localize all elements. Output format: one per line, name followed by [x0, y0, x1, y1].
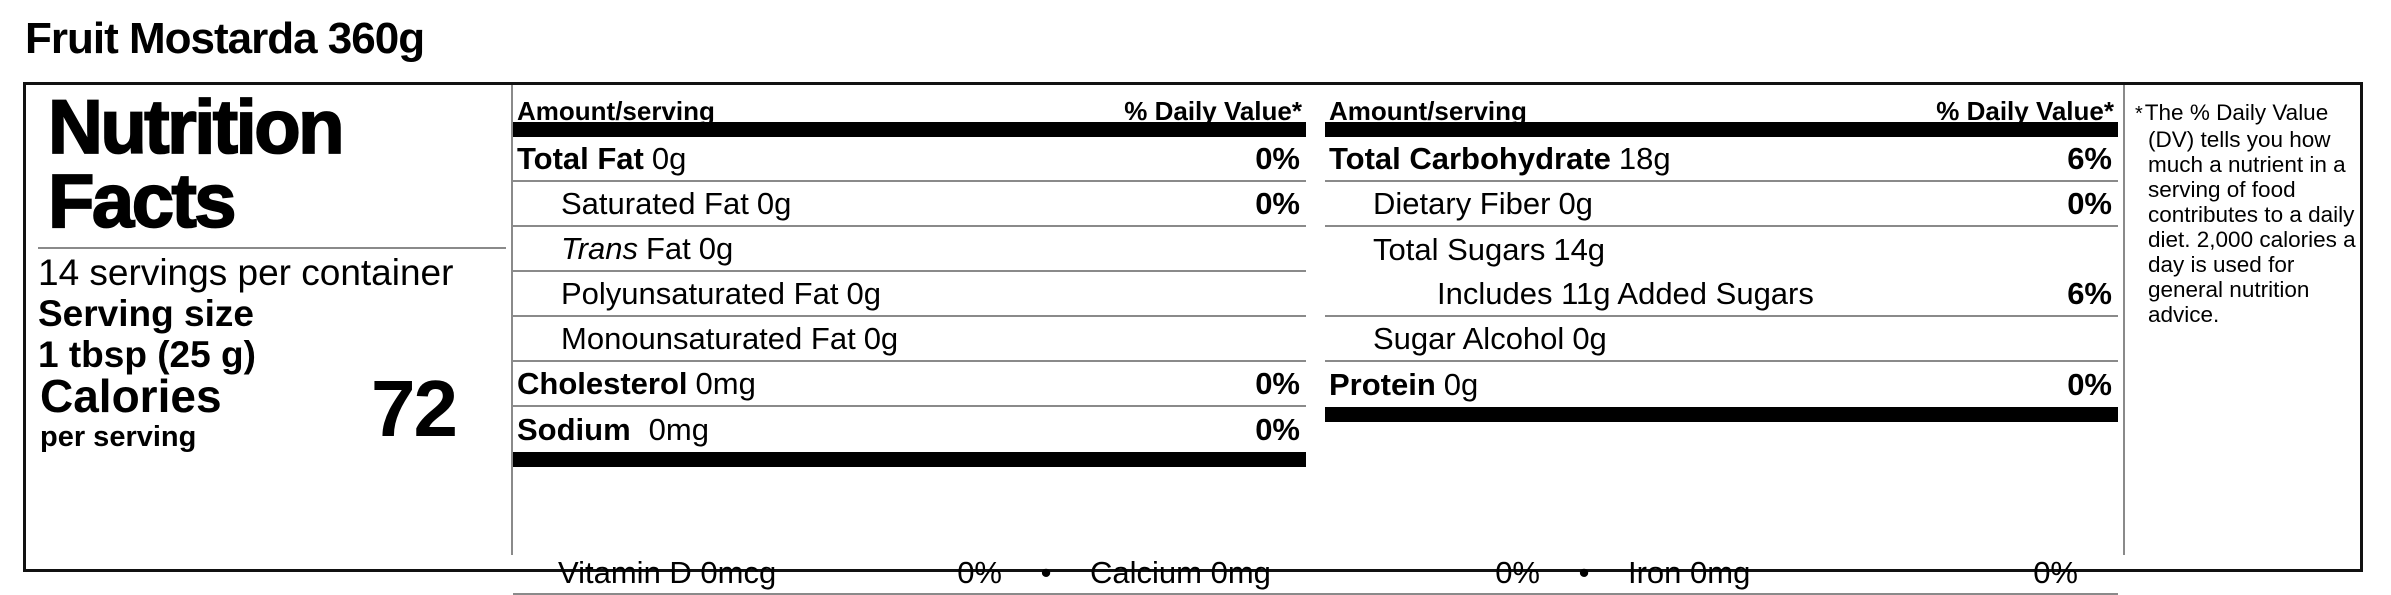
calories-subtext: per serving — [40, 421, 197, 453]
heading-line-1: Nutrition — [47, 85, 345, 170]
nutrient-amount: 0g — [1572, 320, 1607, 356]
row-total-sugars: Total Sugars 14g — [1325, 227, 2118, 272]
header-daily-value: % Daily Value* — [1124, 96, 1302, 126]
micronutrient-dv: 0% — [2033, 555, 2078, 590]
row-trans-fat: Trans Fat 0g — [513, 227, 1306, 272]
calories-row: Calories per serving 72 — [40, 364, 458, 453]
nutrient-amount: 0g — [756, 185, 792, 221]
left-panel-rule — [38, 247, 506, 249]
thick-bar — [1325, 122, 2118, 137]
row-protein: Protein 0g 0% — [1325, 362, 2118, 407]
micronutrient-name: Calcium 0mg — [1090, 555, 1271, 590]
nutrient-dv: 6% — [2067, 275, 2112, 311]
nutrient-amount: 18g — [1618, 140, 1671, 176]
micronutrient-name: Vitamin D 0mcg — [558, 555, 777, 590]
thick-bar — [513, 122, 1306, 137]
nutrient-name: Monounsaturated Fat — [561, 320, 856, 356]
nutrient-name: Saturated Fat — [561, 185, 749, 221]
row-monounsaturated-fat: Monounsaturated Fat 0g — [513, 317, 1306, 362]
nutrient-amount: 0g — [651, 140, 687, 176]
nutrient-name: Total Sugars — [1373, 231, 1546, 267]
heading-line-2: Facts — [47, 159, 237, 244]
divider-left-panel — [511, 85, 513, 555]
serving-size-value: 1 tbsp (25 g) — [38, 334, 256, 375]
row-added-sugars: Includes 11g Added Sugars 6% — [1325, 272, 2118, 317]
nutrient-amount: 0g — [1443, 366, 1479, 402]
nutrient-amount: 0g — [698, 230, 734, 266]
header-daily-value: % Daily Value* — [1936, 96, 2114, 126]
divider-footnote — [2123, 85, 2125, 555]
nutrient-name: Fat — [645, 230, 691, 266]
nutrient-amount: 0g — [863, 320, 899, 356]
nutrient-name: Total Carbohydrate — [1329, 140, 1611, 176]
nutrient-amount: 14g — [1553, 231, 1606, 267]
calories-label-block: Calories per serving — [40, 370, 222, 453]
row-sugar-alcohol: Sugar Alcohol 0g — [1325, 317, 2118, 362]
daily-value-footnote: *The % Daily Value (DV) tells you how mu… — [2125, 85, 2360, 555]
row-cholesterol: Cholesterol 0mg 0% — [513, 362, 1306, 407]
servings-per-container: 14 servings per container — [38, 252, 454, 293]
micronutrient-dv: 0% — [1495, 555, 1540, 590]
nutrition-facts-box: Nutrition Facts 14 servings per containe… — [23, 82, 2363, 595]
nutrient-dv: 0% — [2067, 185, 2112, 221]
nutrient-name: Protein — [1329, 366, 1436, 402]
row-polyunsaturated-fat: Polyunsaturated Fat 0g — [513, 272, 1306, 317]
calories-value: 72 — [371, 364, 458, 453]
serving-size-label: Serving size — [38, 293, 254, 334]
serving-info: 14 servings per container Serving size 1… — [38, 252, 453, 375]
column-1-header: Amount/serving % Daily Value* — [513, 85, 1306, 126]
nutrient-amount: 0mg — [695, 365, 756, 401]
nutrient-dv: 0% — [1255, 140, 1300, 176]
micronutrient-row-1: Vitamin D 0mcg 0% • Calcium 0mg 0% • Iro… — [513, 553, 2118, 595]
product-title: Fruit Mostarda 360g — [25, 14, 425, 63]
footnote-text: The % Daily Value (DV) tells you how muc… — [2144, 100, 2356, 327]
nutrient-name: Sodium — [517, 411, 631, 447]
micronutrient-name: Iron 0mg — [1628, 555, 1751, 590]
row-sodium: Sodium 0mg 0% — [513, 407, 1306, 452]
micronutrient-section: Vitamin D 0mcg 0% • Calcium 0mg 0% • Iro… — [513, 553, 2118, 595]
nutrient-name: Cholesterol — [517, 365, 688, 401]
nutrient-amount: 0g — [846, 275, 881, 311]
nutrient-column-1: Amount/serving % Daily Value* Total Fat 0… — [513, 85, 1306, 467]
nutrient-amount: 0g — [1558, 185, 1593, 221]
footnote-asterisk: * — [2135, 103, 2143, 125]
header-amount-serving: Amount/serving — [517, 96, 715, 126]
micronutrient-dv: 0% — [957, 555, 1002, 590]
bullet-separator: • — [1578, 555, 1590, 590]
nutrient-column-2: Amount/serving % Daily Value* Total Carb… — [1325, 85, 2118, 422]
bullet-separator: • — [1040, 555, 1052, 590]
header-amount-serving: Amount/serving — [1329, 96, 1527, 126]
row-dietary-fiber: Dietary Fiber 0g 0% — [1325, 182, 2118, 227]
nutrient-dv: 0% — [1255, 365, 1300, 401]
nutrient-dv: 0% — [1255, 185, 1300, 221]
nutrient-name: Includes 11g Added Sugars — [1437, 275, 1814, 311]
row-total-carbohydrate: Total Carbohydrate 18g 6% — [1325, 137, 2118, 182]
thick-bar — [513, 452, 1306, 467]
thick-bar — [1325, 407, 2118, 422]
row-saturated-fat: Saturated Fat 0g 0% — [513, 182, 1306, 227]
calories-label: Calories — [40, 370, 222, 422]
nutrient-name-italic: Trans — [561, 230, 638, 266]
row-total-fat: Total Fat 0g 0% — [513, 137, 1306, 182]
nutrient-dv: 0% — [1255, 411, 1300, 447]
nutrient-name: Total Fat — [517, 140, 644, 176]
nutrient-name: Dietary Fiber — [1373, 185, 1551, 221]
nutrient-name: Polyunsaturated Fat — [561, 275, 839, 311]
nutrient-dv: 6% — [2067, 140, 2112, 176]
column-2-header: Amount/serving % Daily Value* — [1325, 85, 2118, 126]
nutrient-amount: 0mg — [648, 411, 709, 447]
nutrition-facts-heading: Nutrition Facts — [47, 85, 345, 244]
nutrient-dv: 0% — [2067, 366, 2112, 402]
nutrient-name: Sugar Alcohol — [1373, 320, 1565, 356]
